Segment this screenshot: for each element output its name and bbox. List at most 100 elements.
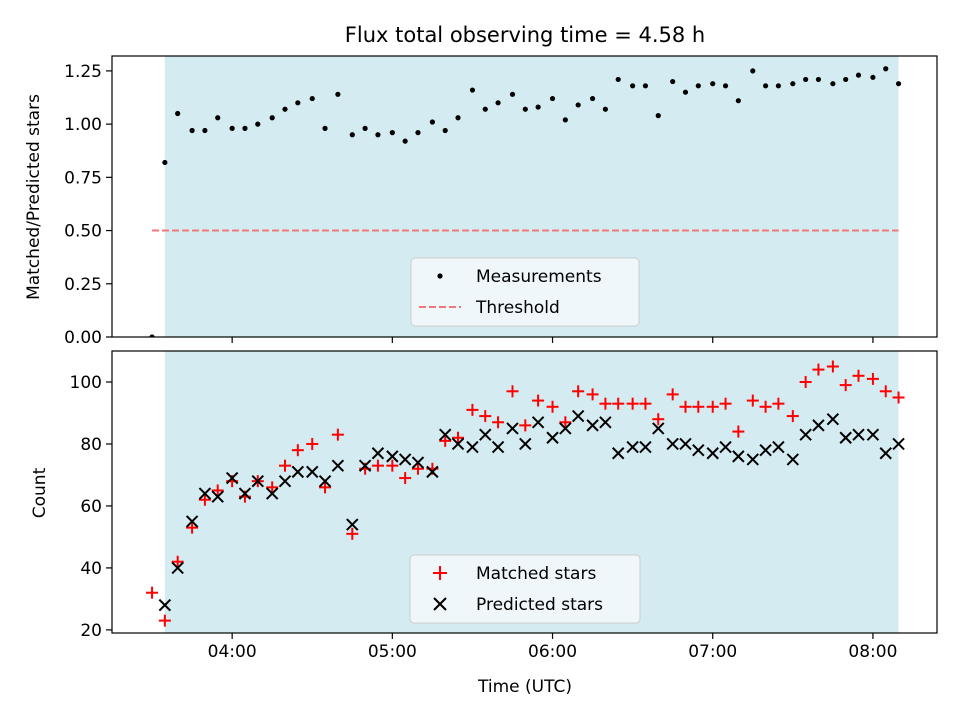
measurement-point [215,115,221,121]
predicted-star-point [706,447,719,460]
measurement-point [655,113,661,119]
measurement-point [549,95,556,102]
predicted-star-point [451,437,465,451]
predicted-star-point [291,465,305,479]
measurement-point [362,125,368,131]
predicted-star-point [746,453,759,466]
matched-star-point [732,425,745,438]
y-tick-label: 1.00 [64,115,102,135]
y-tick-label: 20 [80,621,102,641]
y-tick-label: 0.00 [64,328,102,348]
measurement-point [522,106,528,112]
predicted-star-point [812,419,825,432]
matched-star-point [799,375,812,388]
matched-star-point [786,410,799,423]
matched-star-point [479,410,492,423]
legend-threshold-label: Threshold [475,298,560,318]
predicted-star-point [491,440,505,454]
predicted-star-point [531,416,545,429]
measurement-point [442,127,448,134]
measurement-point [750,68,756,74]
measurement-point [855,72,862,78]
matched-star-point [211,484,224,497]
x-tick-label: 04:00 [208,642,257,662]
measurement-point [790,81,796,87]
bottom-legend: Matched stars Predicted stars [409,554,641,624]
measurement-point [803,76,809,83]
measurement-point [309,95,315,102]
measurement-point [482,106,488,112]
measurement-point [775,83,782,89]
measurement-point [589,95,596,102]
measurement-point [562,117,568,123]
y-tick-label: 60 [80,497,102,517]
measurement-point [242,125,248,131]
predicted-star-point [559,422,572,435]
predicted-star-point [426,465,439,479]
predicted-star-point [719,440,732,454]
bottom-y-axis-label: Count [30,467,50,518]
chart-title: Flux total observing time = 4.58 h [345,23,705,47]
y-tick-label: 80 [80,435,102,455]
y-tick-label: 1.25 [64,62,102,82]
matched-star-point [812,363,825,376]
matched-star-point [439,434,452,447]
matched-star-point [546,400,559,413]
measurement-point [189,127,195,134]
top-y-axis-label: Matched/Predicted stars [24,94,44,300]
matched-star-point [826,360,839,373]
matched-star-point [306,437,319,450]
measurement-point [895,81,902,87]
measurement-point [695,83,701,89]
matched-star-point [666,388,679,401]
axes-frame [111,55,938,338]
matched-star-point [532,394,545,407]
predicted-star-point [786,453,800,466]
predicted-star-point [639,440,652,454]
measurement-point [843,76,849,83]
top-legend: Measurements Threshold [410,257,640,327]
top-legend-box [410,257,640,327]
predicted-star-point [185,515,199,528]
measurement-point [429,119,435,125]
matched-star-point [331,428,344,441]
predicted-star-point [866,428,880,441]
y-tick-label: 100 [70,373,102,393]
predicted-star-point [571,409,585,423]
measurement-point [455,115,461,121]
matched-star-point [371,459,384,472]
measurement-point [229,125,235,131]
predicted-star-point [466,440,479,454]
predicted-star-point [612,447,625,460]
predicted-star-point [626,440,639,454]
measurement-point [602,106,608,112]
predicted-star-point [225,471,239,485]
x-tick-label: 06:00 [528,642,577,662]
y-tick-label: 0.50 [64,222,102,242]
matched-star-point [866,372,879,385]
predicted-star-point [265,487,279,500]
predicted-star-point [666,437,679,451]
predicted-star-point [251,474,264,488]
matched-star-point [892,391,905,404]
measurement-point [509,91,516,97]
predicted-star-point [546,431,559,444]
measurement-point [389,130,395,136]
predicted-star-point [211,490,224,503]
measurement-point [469,87,476,93]
matched-star-point [346,527,359,540]
measurement-point [495,100,501,106]
predicted-star-point [318,474,332,488]
bottom-x-axis-label: Time (UTC) [477,677,572,697]
matched-star-point [692,400,705,413]
predicted-star-point [158,598,172,612]
measurement-point [162,159,168,166]
matched-star-point [198,493,211,506]
matched-star-point [626,397,639,410]
matched-star-point [466,403,479,416]
matched-star-point [559,416,572,429]
predicted-star-point [759,443,772,457]
matched-star-point [506,385,519,398]
matched-star-point [706,400,719,413]
predicted-star-point [398,453,412,466]
